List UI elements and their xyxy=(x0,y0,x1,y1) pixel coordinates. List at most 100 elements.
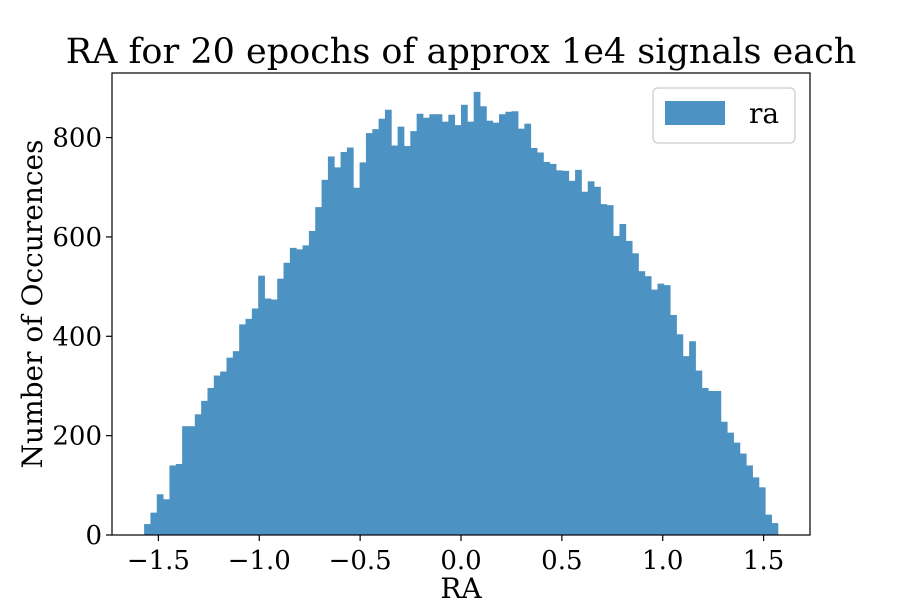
histogram-bar xyxy=(391,145,399,535)
x-tick-label: −1.0 xyxy=(228,546,291,576)
histogram-bar xyxy=(625,240,633,536)
histogram-bar xyxy=(644,276,652,535)
x-tick-label: −1.5 xyxy=(127,546,190,576)
histogram-bar xyxy=(695,370,703,535)
x-tick-label: 1.5 xyxy=(743,546,784,576)
histogram-bar xyxy=(505,111,513,536)
histogram-bar xyxy=(486,120,494,536)
y-tick-label: 600 xyxy=(52,223,102,253)
histogram-bar xyxy=(201,400,208,535)
histogram-bar xyxy=(556,170,563,535)
histogram-bar xyxy=(213,375,221,535)
histogram-bar xyxy=(346,147,354,536)
histogram-bar xyxy=(283,262,291,535)
y-tick-label: 200 xyxy=(52,422,102,452)
histogram-bar xyxy=(606,205,614,535)
histogram-bar xyxy=(663,285,671,535)
histogram-bar xyxy=(670,314,677,535)
histogram-bar xyxy=(480,106,487,535)
histogram-bar xyxy=(270,299,278,535)
histogram-bar xyxy=(144,524,151,535)
histogram-bar xyxy=(651,289,658,535)
histogram-bar xyxy=(727,432,734,535)
histogram-bar xyxy=(518,128,525,535)
histogram-bar xyxy=(296,249,303,535)
y-tick-label: 800 xyxy=(52,124,102,154)
histogram-bar xyxy=(232,351,240,535)
histogram-bar xyxy=(676,334,684,535)
legend-label-ra: ra xyxy=(749,97,779,130)
histogram-bar xyxy=(530,148,538,535)
histogram-bar xyxy=(739,453,747,535)
histogram-bar xyxy=(441,121,449,535)
histogram-bar xyxy=(188,426,196,535)
histogram-bar xyxy=(682,356,690,535)
y-tick-label: 400 xyxy=(52,322,102,352)
histogram-bar xyxy=(302,245,310,535)
histogram-bar xyxy=(321,179,329,535)
histogram-bar xyxy=(397,126,405,535)
histogram-bar xyxy=(353,187,360,536)
histogram-bar xyxy=(334,167,341,536)
histogram-bar xyxy=(575,169,582,535)
histogram-bar xyxy=(613,235,620,535)
histogram-bar xyxy=(581,191,589,535)
y-tick-label: 0 xyxy=(85,521,102,551)
histogram-bar xyxy=(194,414,202,535)
x-axis-label: RA xyxy=(440,572,482,600)
histogram-bar xyxy=(600,204,608,536)
histogram-bar xyxy=(239,324,246,535)
histogram-bar xyxy=(619,224,627,535)
histogram-bar xyxy=(258,275,265,535)
x-tick-label: 1.0 xyxy=(642,546,683,576)
histogram-bar xyxy=(587,181,595,536)
x-tick-label: 0.0 xyxy=(440,546,481,576)
histogram-bar xyxy=(765,514,772,535)
histogram-bar xyxy=(708,390,715,535)
histogram-bar xyxy=(499,114,506,535)
histogram-bar xyxy=(714,390,722,535)
legend-swatch-ra xyxy=(665,101,725,125)
histogram-bar xyxy=(720,421,728,535)
histogram-bar xyxy=(733,442,741,535)
histogram-bar xyxy=(448,114,456,535)
x-axis-ticks: −1.5 −1.0 −0.5 0.0 0.5 1.0 1.5 xyxy=(127,535,784,576)
histogram-bar xyxy=(410,131,418,536)
histogram-bar xyxy=(416,113,424,536)
histogram-bar xyxy=(340,151,348,535)
histogram-bar xyxy=(220,371,227,535)
histogram-bar xyxy=(327,156,335,535)
histogram-bar xyxy=(435,114,443,535)
histogram-bar xyxy=(403,146,411,535)
histogram-bar xyxy=(473,91,481,536)
histogram-bar xyxy=(632,253,639,535)
x-tick-label: 0.5 xyxy=(541,546,582,576)
histogram-bar xyxy=(308,230,316,536)
histogram-bar xyxy=(150,512,158,535)
legend: ra xyxy=(652,87,796,144)
y-axis-ticks: 0 200 400 600 800 xyxy=(52,124,112,551)
x-tick-label: −0.5 xyxy=(329,546,392,576)
histogram-bar xyxy=(277,278,284,535)
histogram-bar xyxy=(461,104,468,535)
histogram-bar xyxy=(771,523,779,535)
histogram-bar xyxy=(467,121,475,535)
histogram-bar xyxy=(422,117,430,535)
histogram-bar xyxy=(524,123,532,536)
histogram-bar xyxy=(689,341,696,535)
histogram-bar xyxy=(549,163,557,536)
histogram-bar xyxy=(169,465,177,535)
histogram-bar xyxy=(251,308,259,535)
histogram-bar xyxy=(163,499,170,535)
histogram-bar xyxy=(752,477,760,535)
histogram-bar xyxy=(543,161,551,535)
histogram-bar xyxy=(245,318,253,535)
histogram-bar xyxy=(289,247,297,536)
histogram-bar xyxy=(511,111,519,535)
histogram-bar xyxy=(562,170,570,536)
histogram-bar xyxy=(657,283,665,535)
histogram-bar xyxy=(365,133,373,535)
histogram-bar xyxy=(594,186,601,535)
histogram-bar xyxy=(638,271,646,535)
